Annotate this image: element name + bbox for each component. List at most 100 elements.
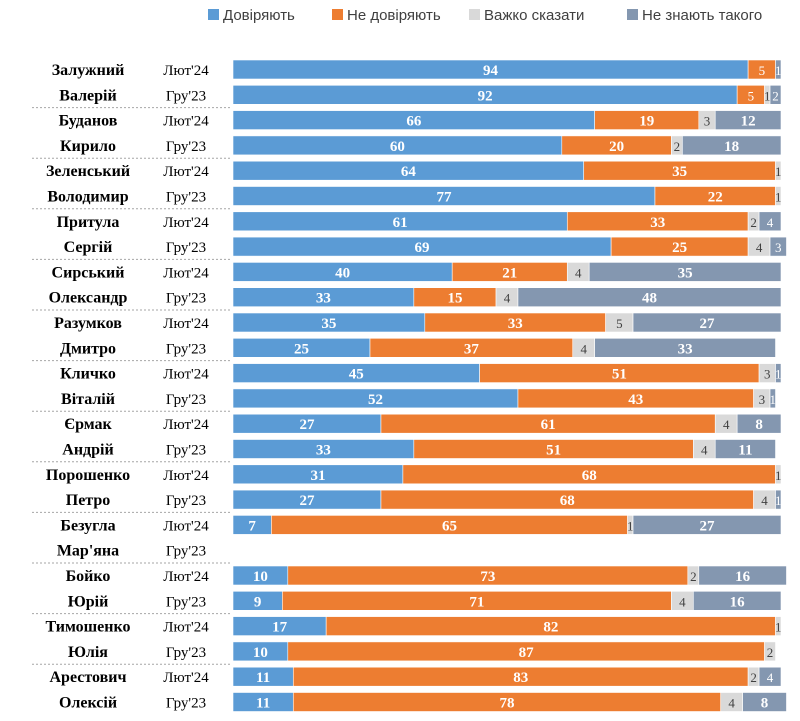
data-label: 27 bbox=[700, 518, 716, 534]
data-label: 9 bbox=[254, 594, 262, 610]
data-label: 11 bbox=[256, 696, 270, 712]
data-label: 4 bbox=[679, 594, 686, 609]
period-label: Гру'23 bbox=[166, 240, 206, 256]
data-label: 4 bbox=[767, 215, 774, 230]
data-label: 51 bbox=[546, 443, 561, 459]
period-label: Лют'24 bbox=[163, 114, 209, 130]
period-label: Лют'24 bbox=[163, 63, 209, 79]
bar-segment-не-знають-такого bbox=[714, 439, 776, 459]
data-label: 33 bbox=[316, 291, 331, 307]
legend-swatch-1 bbox=[332, 9, 343, 20]
data-label: 19 bbox=[639, 114, 654, 130]
person-name-first: Кличко bbox=[60, 366, 116, 383]
data-label: 10 bbox=[253, 645, 268, 661]
data-label: 73 bbox=[480, 569, 495, 585]
person-name-second: Володимир bbox=[47, 189, 128, 206]
data-label: 1 bbox=[775, 164, 782, 179]
bar-segment-не-знають-такого bbox=[698, 565, 787, 586]
legend-label-1: Не довіряють bbox=[347, 7, 441, 24]
data-label: 25 bbox=[294, 341, 309, 357]
period-label: Лют'24 bbox=[163, 569, 209, 585]
legend: Довіряють Не довіряють Важко сказати Не зна… bbox=[208, 7, 762, 24]
person-name-second: Кирило bbox=[60, 138, 116, 155]
data-label: 40 bbox=[335, 265, 350, 281]
data-label: 3 bbox=[775, 240, 782, 255]
bar-segment-не-знають-такого bbox=[517, 287, 782, 308]
data-label: 78 bbox=[500, 696, 515, 712]
bar-segment-важко-сказати bbox=[775, 186, 782, 206]
data-label: 5 bbox=[616, 316, 623, 331]
bar-segment-не-знають-такого bbox=[775, 59, 782, 80]
data-label: 35 bbox=[678, 265, 693, 281]
person-name-first: Арестович bbox=[50, 669, 127, 686]
person-name-first: Єрмак bbox=[64, 416, 112, 433]
data-label: 4 bbox=[723, 417, 730, 432]
data-label: 2 bbox=[772, 88, 779, 103]
bar-segment-не-знають-такого bbox=[758, 666, 782, 687]
group-separators bbox=[32, 107, 232, 665]
person-name-first: Зеленський bbox=[46, 163, 130, 180]
period-label: Гру'23 bbox=[166, 291, 206, 307]
period-label: Гру'23 bbox=[166, 190, 206, 206]
bar-segment-не-знають-такого bbox=[632, 312, 782, 333]
data-label: 1 bbox=[775, 620, 782, 635]
data-label: 1 bbox=[775, 190, 782, 205]
data-label: 60 bbox=[390, 139, 405, 155]
person-name-first: Разумков bbox=[54, 315, 122, 332]
period-label: Лют'24 bbox=[163, 620, 209, 636]
data-label: 33 bbox=[678, 341, 693, 357]
period-label: Гру'23 bbox=[166, 392, 206, 408]
person-name-second: Віталій bbox=[61, 391, 115, 408]
data-label: 61 bbox=[541, 417, 556, 433]
data-label: 16 bbox=[730, 594, 746, 610]
data-label: 21 bbox=[502, 265, 517, 281]
bar-segment-не-знають-такого bbox=[758, 211, 782, 232]
data-label: 52 bbox=[368, 392, 383, 408]
data-label: 7 bbox=[248, 518, 256, 534]
data-label: 69 bbox=[415, 240, 430, 256]
legend-swatch-3 bbox=[627, 9, 638, 20]
person-name-second: Дмитро bbox=[60, 340, 116, 357]
data-label: 4 bbox=[756, 240, 763, 255]
data-label: 51 bbox=[612, 367, 627, 383]
data-label: 33 bbox=[508, 316, 523, 332]
data-label: 11 bbox=[256, 670, 270, 686]
person-name-second: Юрій bbox=[68, 593, 109, 610]
period-label: Гру'23 bbox=[166, 443, 206, 459]
bar-segment-важко-сказати bbox=[775, 160, 782, 181]
period-label: Гру'23 bbox=[166, 493, 206, 509]
data-label: 35 bbox=[321, 316, 336, 332]
legend-swatch-2 bbox=[469, 9, 480, 20]
person-name-second: Андрій bbox=[62, 442, 113, 459]
data-label: 17 bbox=[272, 620, 288, 636]
data-label: 5 bbox=[748, 88, 755, 103]
bar-segment-не-знають-такого bbox=[775, 489, 782, 510]
data-label: 1 bbox=[770, 392, 777, 407]
period-label: Лют'24 bbox=[163, 417, 209, 433]
period-label: Лют'24 bbox=[163, 215, 209, 231]
data-label: 4 bbox=[575, 265, 582, 280]
legend-swatch-0 bbox=[208, 9, 219, 20]
period-label: Лют'24 bbox=[163, 265, 209, 281]
data-label: 43 bbox=[628, 392, 643, 408]
data-label: 33 bbox=[650, 215, 665, 231]
row-labels: Залужний Валерій Лют'24 Гру'23 Буданов Кирило… bbox=[45, 62, 209, 712]
legend-label-2: Важко сказати bbox=[484, 7, 584, 24]
period-label: Лют'24 bbox=[163, 518, 209, 534]
data-label: 68 bbox=[560, 493, 575, 509]
data-label: 11 bbox=[738, 443, 752, 459]
data-label: 4 bbox=[767, 670, 774, 685]
data-label: 25 bbox=[672, 240, 687, 256]
data-label: 1 bbox=[775, 367, 782, 382]
bar-segment-не-знають-такого bbox=[769, 236, 787, 257]
person-name-second: Мар'яна bbox=[57, 543, 119, 560]
bar-segment-не-знають-такого bbox=[769, 85, 782, 105]
data-label: 66 bbox=[406, 114, 422, 130]
data-label: 15 bbox=[447, 291, 462, 307]
data-label: 64 bbox=[401, 164, 417, 180]
data-label: 82 bbox=[543, 620, 558, 636]
data-label: 20 bbox=[609, 139, 624, 155]
data-label: 2 bbox=[750, 670, 757, 685]
period-label: Лют'24 bbox=[163, 468, 209, 484]
